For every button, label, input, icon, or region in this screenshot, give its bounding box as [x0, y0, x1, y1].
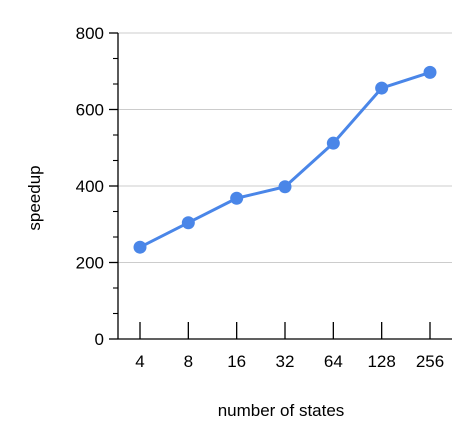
- x-tick-label: 256: [416, 352, 444, 371]
- x-tick-label: 64: [324, 352, 343, 371]
- x-axis-ticks: 4 8 16 32 64 128 256: [135, 322, 444, 371]
- x-tick-label: 8: [184, 352, 193, 371]
- x-tick-label: 4: [135, 352, 144, 371]
- y-axis-ticks: 0 200 400 600 800: [76, 24, 118, 349]
- y-axis-title: speedup: [25, 165, 44, 230]
- data-point: [326, 136, 340, 150]
- data-point: [375, 81, 389, 95]
- data-point: [278, 180, 292, 194]
- y-tick-label: 400: [76, 177, 104, 196]
- grid-lines: [118, 32, 452, 263]
- data-point: [181, 216, 195, 230]
- y-tick-label: 600: [76, 101, 104, 120]
- y-tick-label: 0: [95, 330, 104, 349]
- y-tick-label: 200: [76, 254, 104, 273]
- data-point: [423, 65, 437, 79]
- data-point: [133, 240, 147, 254]
- data-point: [230, 191, 244, 205]
- series: [133, 65, 437, 254]
- x-tick-label: 128: [367, 352, 395, 371]
- x-tick-label: 32: [276, 352, 295, 371]
- x-axis-title: number of states: [218, 401, 345, 420]
- x-tick-label: 16: [227, 352, 246, 371]
- y-tick-label: 800: [76, 24, 104, 43]
